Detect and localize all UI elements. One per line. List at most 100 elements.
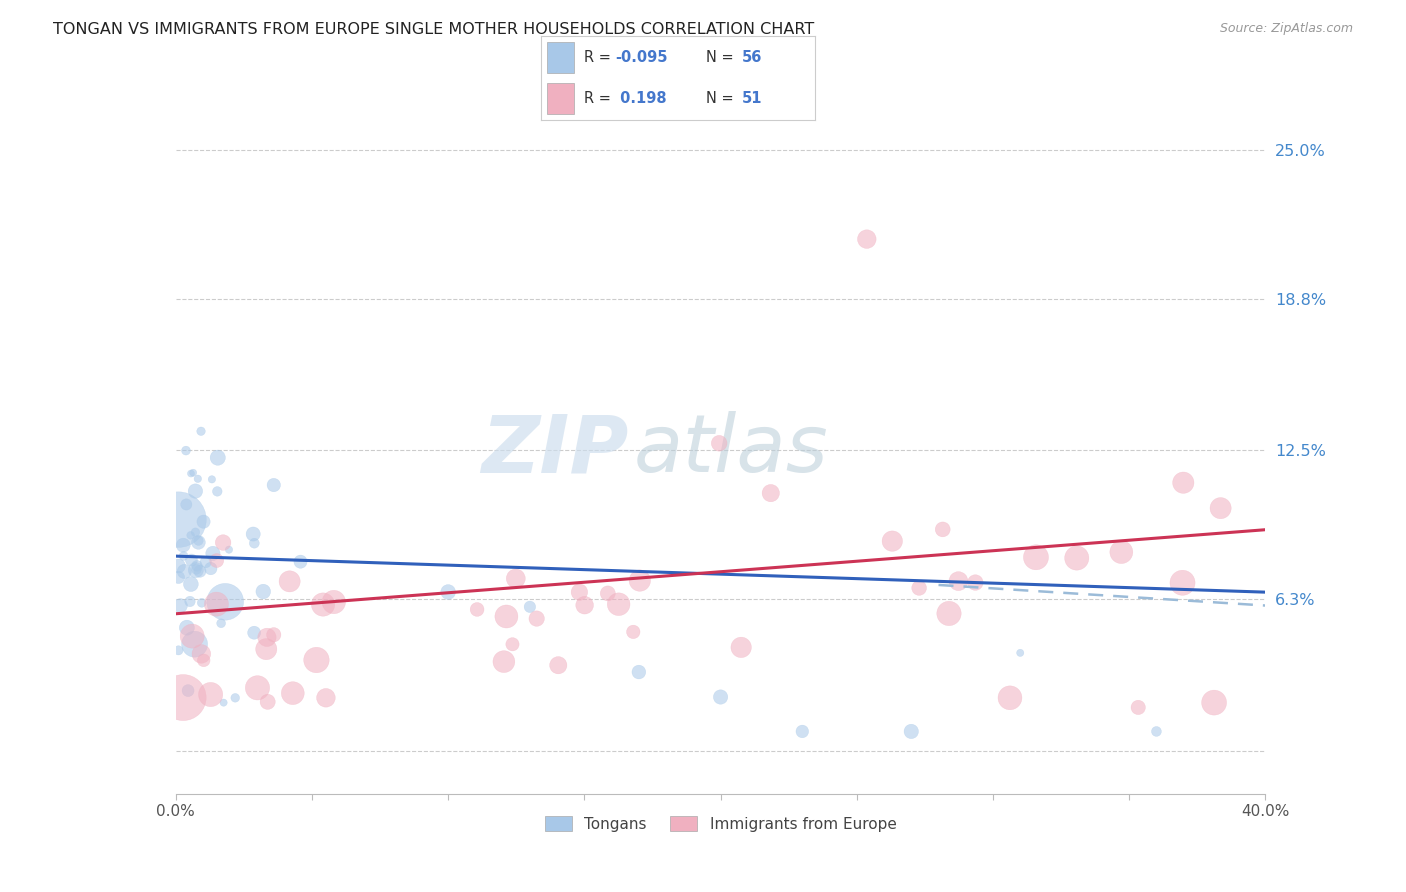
Point: [207, 484, 229, 499]
Point: [224, 690, 246, 705]
Point: [574, 598, 596, 612]
Point: [169, 599, 191, 613]
Point: [187, 533, 209, 548]
Point: [172, 538, 194, 552]
Point: [172, 690, 194, 705]
Point: [184, 525, 207, 540]
Legend: Tongans, Immigrants from Europe: Tongans, Immigrants from Europe: [538, 810, 903, 838]
Point: [908, 581, 931, 595]
Point: [207, 450, 229, 465]
Point: [243, 536, 266, 550]
Point: [174, 443, 197, 458]
Point: [596, 586, 619, 600]
Point: [190, 596, 212, 610]
Point: [187, 535, 209, 549]
Point: [495, 609, 517, 624]
Point: [180, 553, 202, 567]
Point: [214, 595, 236, 609]
Point: [501, 637, 523, 651]
Point: [1066, 551, 1088, 566]
Point: [254, 642, 277, 657]
Text: Source: ZipAtlas.com: Source: ZipAtlas.com: [1219, 22, 1353, 36]
Point: [180, 467, 202, 481]
Point: [167, 643, 190, 657]
Point: [190, 424, 212, 438]
Point: [212, 535, 235, 549]
Point: [1111, 545, 1133, 559]
Point: [1025, 550, 1047, 565]
Point: [183, 637, 205, 651]
Text: TONGAN VS IMMIGRANTS FROM EUROPE SINGLE MOTHER HOUSEHOLDS CORRELATION CHART: TONGAN VS IMMIGRANTS FROM EUROPE SINGLE …: [53, 22, 814, 37]
Point: [167, 559, 190, 574]
Text: N =: N =: [706, 91, 738, 106]
Point: [176, 621, 198, 635]
Point: [243, 625, 266, 640]
Point: [201, 546, 224, 560]
Point: [965, 575, 987, 590]
Point: [263, 478, 285, 492]
Point: [315, 690, 337, 705]
Point: [882, 534, 904, 549]
Bar: [547, 43, 574, 73]
Point: [1209, 501, 1232, 516]
Text: 0.198: 0.198: [616, 91, 666, 106]
Point: [205, 597, 228, 611]
Point: [256, 631, 278, 645]
Point: [263, 628, 285, 642]
Point: [792, 724, 814, 739]
Point: [856, 232, 879, 246]
Point: [621, 624, 644, 639]
Point: [938, 607, 960, 621]
Point: [312, 598, 335, 612]
Point: [526, 611, 548, 625]
Point: [1171, 575, 1194, 590]
Point: [1173, 475, 1195, 490]
Point: [187, 472, 209, 486]
Point: [627, 665, 650, 679]
Point: [193, 653, 215, 667]
Point: [200, 561, 222, 575]
Point: [184, 484, 207, 499]
Point: [218, 542, 240, 557]
Point: [167, 570, 190, 584]
Point: [190, 647, 212, 661]
Point: [607, 597, 630, 611]
Point: [931, 523, 953, 537]
Point: [465, 602, 488, 616]
Point: [186, 558, 208, 573]
Point: [205, 553, 228, 567]
Point: [628, 574, 651, 588]
Point: [181, 629, 204, 643]
Point: [173, 549, 195, 563]
Point: [194, 555, 217, 569]
Text: R =: R =: [583, 50, 616, 65]
Text: R =: R =: [583, 91, 616, 106]
Bar: [547, 83, 574, 113]
Point: [759, 486, 782, 500]
Point: [1144, 724, 1167, 739]
Point: [173, 565, 195, 579]
Point: [176, 498, 198, 512]
Point: [256, 695, 278, 709]
Point: [201, 472, 224, 486]
Point: [547, 658, 569, 673]
Point: [709, 436, 731, 450]
Point: [180, 577, 202, 591]
Point: [186, 562, 208, 576]
Point: [1010, 646, 1032, 660]
Point: [505, 572, 527, 586]
Point: [305, 653, 328, 667]
Text: 51: 51: [741, 91, 762, 106]
Point: [568, 585, 591, 599]
Point: [209, 616, 232, 631]
Text: 56: 56: [741, 50, 762, 65]
Point: [1204, 696, 1226, 710]
Point: [290, 555, 312, 569]
Point: [167, 513, 190, 527]
Point: [519, 599, 541, 614]
Point: [281, 686, 304, 700]
Point: [492, 655, 515, 669]
Text: N =: N =: [706, 50, 738, 65]
Point: [181, 466, 204, 480]
Point: [177, 683, 200, 698]
